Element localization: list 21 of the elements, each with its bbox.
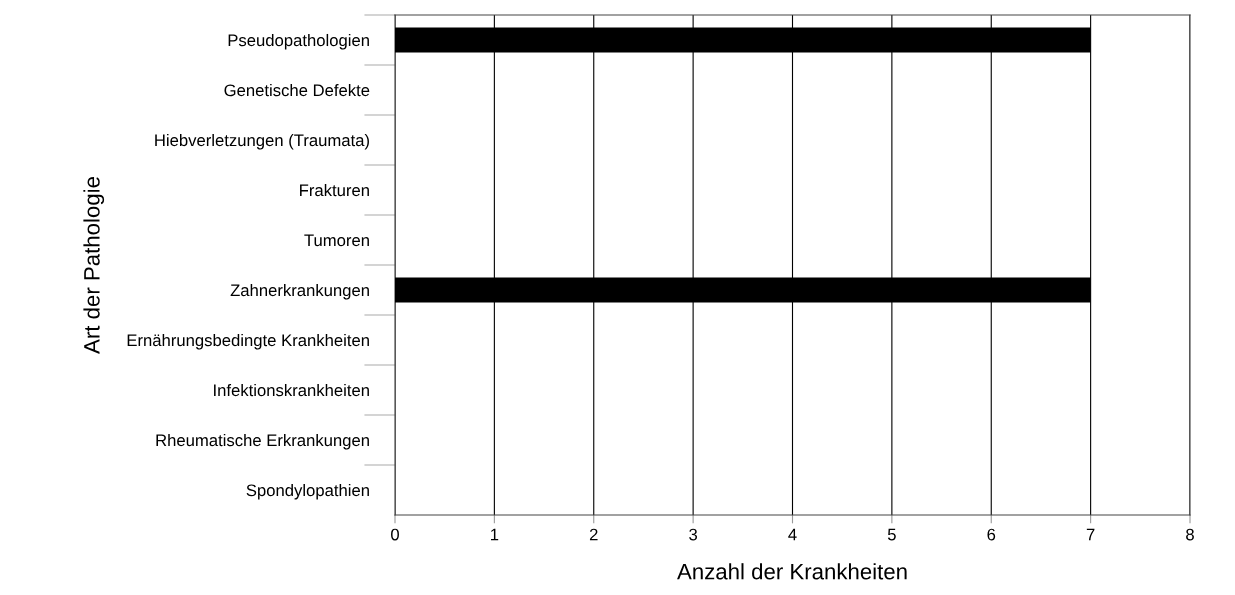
- y-tick-label: Zahnerkrankungen: [230, 283, 369, 300]
- x-tick-label: 5: [887, 528, 896, 541]
- y-tick-label: Ernährungsbedingte Krankheiten: [127, 333, 369, 350]
- y-axis-title: Art der Pathologie: [83, 177, 105, 354]
- x-tick-label: 7: [1086, 528, 1095, 541]
- y-tick-label: Pseudopathologien: [228, 33, 369, 50]
- x-tick-label: 6: [987, 528, 996, 541]
- x-tick-label: 0: [391, 528, 399, 541]
- y-tick-label: Tumoren: [304, 234, 369, 247]
- x-axis-title: Anzahl der Krankheiten: [677, 563, 907, 580]
- x-tick-label: 1: [491, 528, 499, 541]
- y-tick-label: Hiebverletzungen (Traumata): [155, 133, 369, 150]
- y-tick-label: Spondylopathien: [246, 483, 369, 500]
- y-tick-label: Infektionskrankheiten: [214, 383, 369, 397]
- y-tick-label: Rheumatische Erkrankungen: [156, 433, 369, 450]
- x-tick-label: 3: [689, 528, 698, 541]
- y-tick-label: Frakturen: [300, 183, 369, 197]
- x-tick-label: 4: [788, 528, 797, 541]
- x-tick-label: 2: [589, 528, 598, 541]
- y-tick-label: Genetische Defekte: [224, 83, 370, 97]
- x-tick-label: 8: [1186, 528, 1194, 541]
